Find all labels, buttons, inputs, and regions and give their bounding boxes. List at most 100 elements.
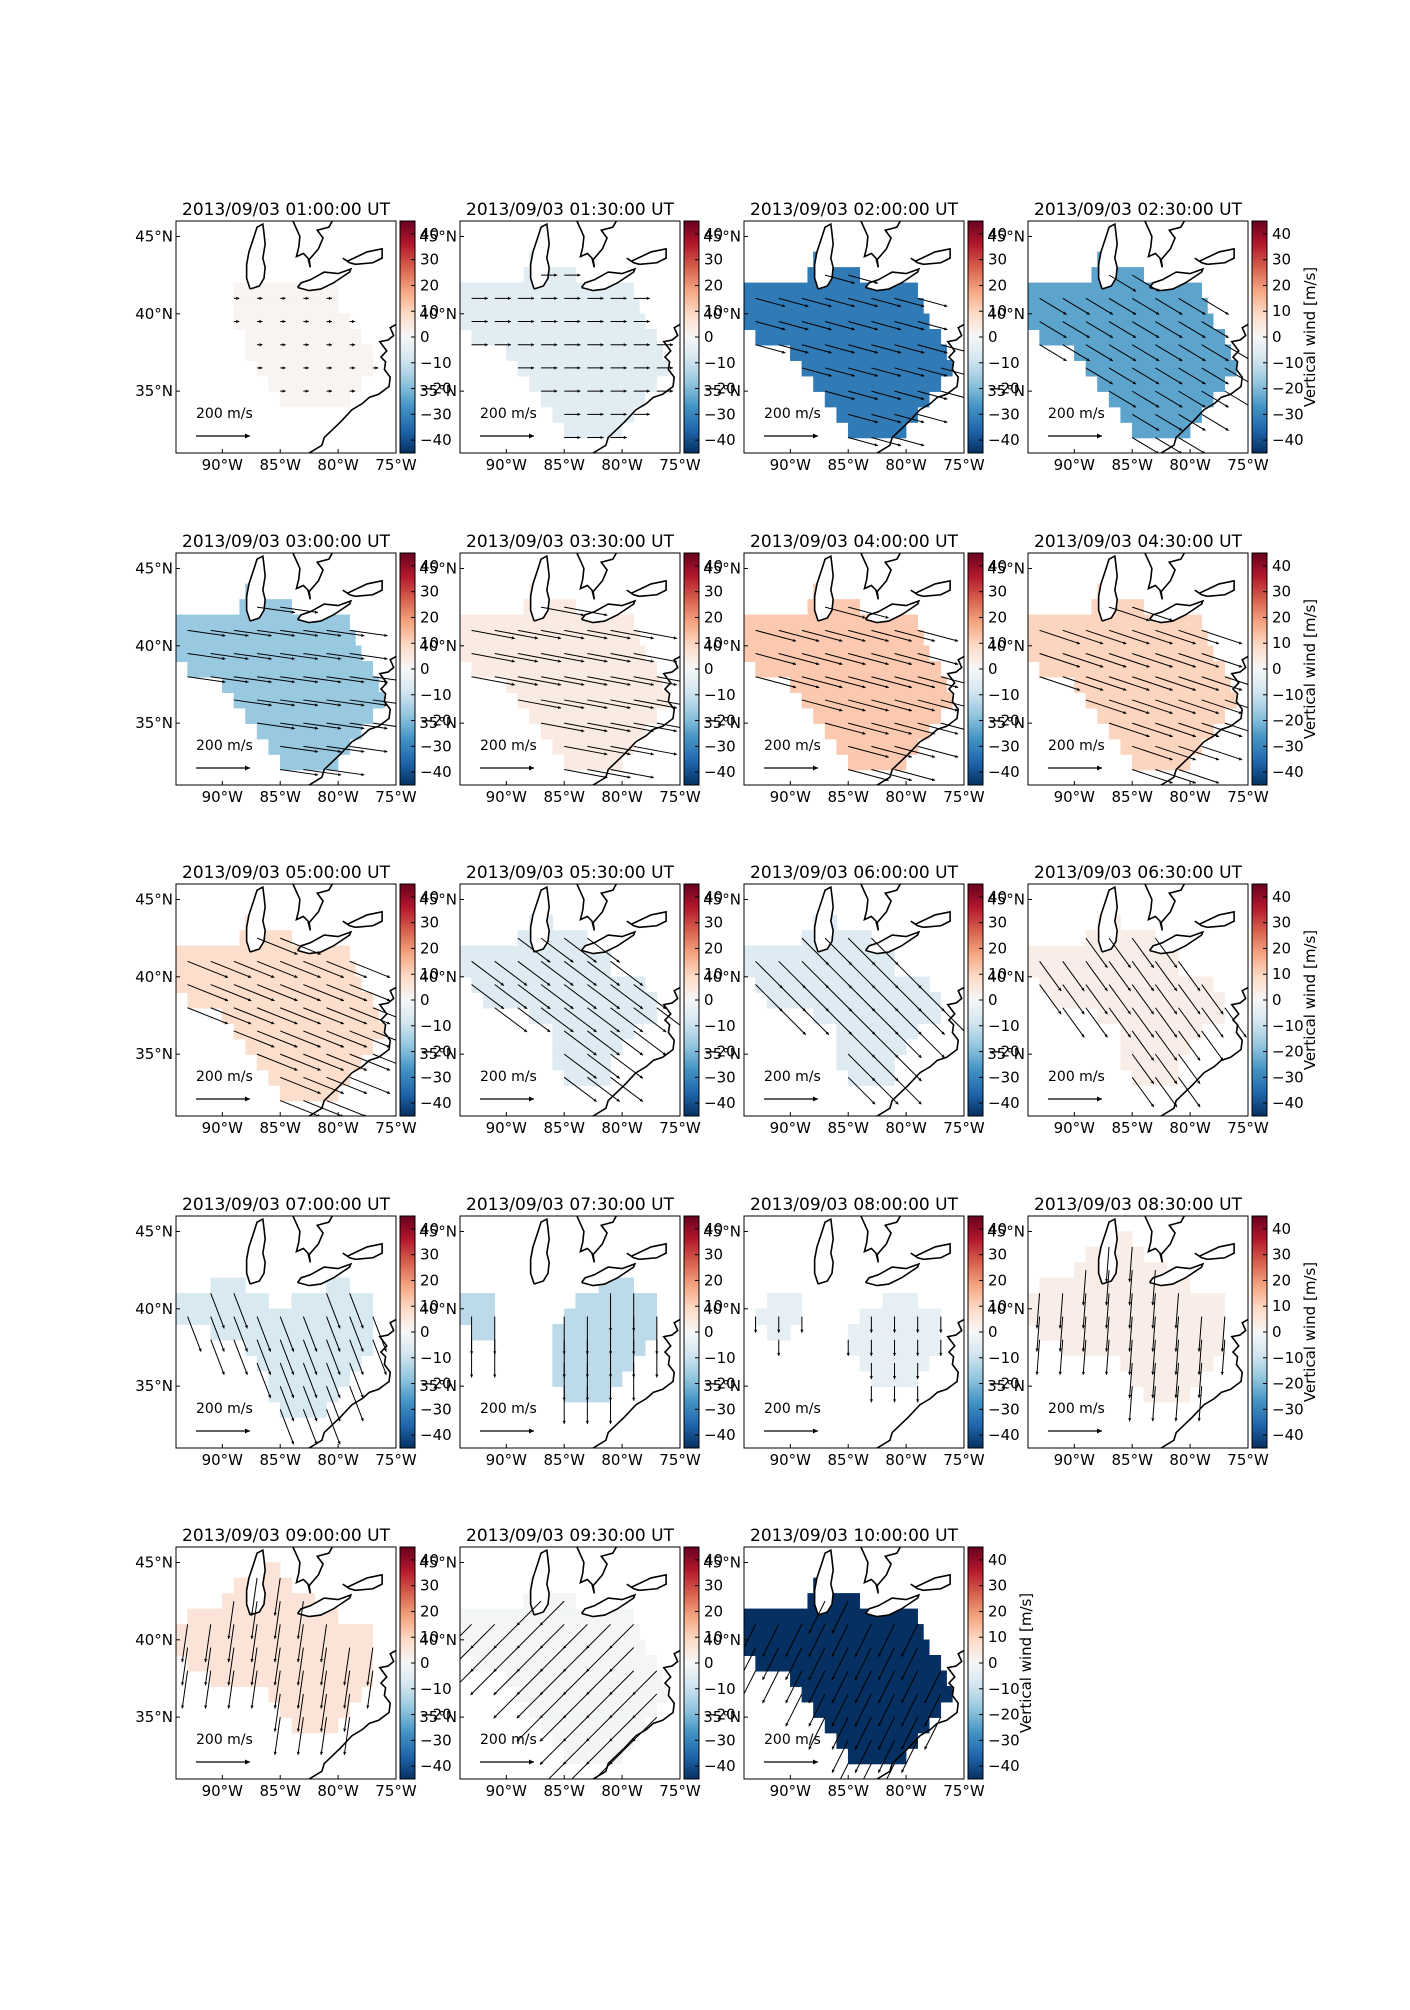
colorbar-tick-label: 40 bbox=[988, 1220, 1007, 1238]
coastline-segment bbox=[1097, 885, 1118, 953]
colorbar-tick-label: −20 bbox=[1272, 712, 1304, 730]
wind-vectors bbox=[471, 937, 680, 1103]
wind-vector bbox=[564, 699, 608, 709]
wind-vector bbox=[848, 676, 889, 689]
wind-vector bbox=[280, 1007, 321, 1025]
wind-vector-head bbox=[1174, 1394, 1178, 1399]
x-tick-label: 80°W bbox=[885, 1451, 927, 1469]
colorbar-tick-label: 30 bbox=[420, 914, 439, 932]
wind-vector bbox=[1198, 1386, 1203, 1422]
wind-vector bbox=[1224, 390, 1248, 406]
colorbar-tick-label: −40 bbox=[704, 763, 736, 781]
wind-vector bbox=[349, 722, 388, 730]
wind-vector-head bbox=[523, 1028, 528, 1033]
wind-vector-head bbox=[1146, 734, 1150, 738]
vertical-wind-cell bbox=[552, 1324, 658, 1341]
colorbar-tick-label: 10 bbox=[1272, 634, 1291, 652]
wind-vector-head bbox=[1169, 641, 1173, 645]
vector-key-arrowhead bbox=[813, 433, 818, 439]
wind-vector bbox=[894, 344, 925, 354]
colorbar-tick-label: −40 bbox=[704, 1757, 736, 1775]
y-tick-label: 35°N bbox=[703, 1708, 741, 1726]
wind-vector bbox=[210, 629, 249, 637]
lake bbox=[814, 887, 834, 953]
coastline-segment bbox=[860, 553, 902, 600]
wind-vector-head bbox=[1081, 1010, 1085, 1015]
colorbar-tick-label: 0 bbox=[704, 1654, 714, 1672]
vertical-wind-cell bbox=[847, 1747, 907, 1765]
vertical-wind-cell bbox=[506, 344, 663, 361]
wind-vector-head bbox=[944, 420, 948, 424]
wind-vector-head bbox=[294, 951, 298, 955]
wind-vector-head bbox=[931, 778, 936, 782]
vector-key-label: 200 m/s bbox=[1048, 1401, 1105, 1417]
wind-vector-head bbox=[1155, 334, 1160, 338]
coastline bbox=[529, 553, 680, 785]
wind-vector bbox=[1155, 629, 1197, 645]
wind-vector-head bbox=[878, 1699, 882, 1704]
wind-vector bbox=[1132, 606, 1173, 622]
wind-vector bbox=[1108, 629, 1150, 645]
wind-vector-head bbox=[259, 343, 263, 347]
colorbar-tick-label: −30 bbox=[420, 405, 452, 423]
wind-vector-head bbox=[181, 1682, 185, 1686]
wind-vector-head bbox=[470, 1691, 474, 1696]
wind-vector bbox=[1085, 653, 1127, 668]
wind-vector bbox=[1108, 1007, 1132, 1038]
map-frame bbox=[743, 1546, 965, 1780]
vertical-wind-cell bbox=[744, 645, 930, 663]
wind-vector-head bbox=[328, 343, 332, 347]
wind-vector bbox=[1201, 321, 1229, 339]
wind-vector bbox=[1132, 676, 1173, 691]
vector-key-label: 200 m/s bbox=[764, 738, 821, 754]
wind-vector-head bbox=[236, 296, 240, 300]
wind-vector bbox=[326, 1362, 341, 1399]
y-tick-label: 40°N bbox=[703, 1631, 741, 1649]
wind-vector-head bbox=[557, 705, 562, 710]
lake bbox=[581, 1594, 635, 1617]
y-tick-label: 35°N bbox=[703, 1377, 741, 1395]
wind-vector bbox=[901, 1740, 919, 1773]
wind-vector-head bbox=[874, 420, 878, 424]
wind-vector bbox=[1221, 1316, 1226, 1352]
wind-vector-head bbox=[1076, 687, 1081, 691]
wind-vector-head bbox=[815, 638, 820, 642]
wind-vector-head bbox=[604, 613, 608, 617]
wind-vector-head bbox=[851, 350, 855, 354]
wind-vector-head bbox=[931, 638, 936, 642]
wind-vector bbox=[609, 1623, 635, 1649]
wind-vector bbox=[917, 629, 959, 642]
wind-vector bbox=[1155, 413, 1183, 431]
vertical-wind-area bbox=[744, 251, 953, 439]
vector-key-arrowhead bbox=[529, 765, 534, 771]
wind-vector bbox=[1178, 676, 1220, 691]
wind-vector-head bbox=[273, 1612, 277, 1616]
wind-vector bbox=[349, 960, 391, 978]
wind-vector-head bbox=[1215, 734, 1220, 738]
wind-vector-head bbox=[593, 982, 597, 986]
wind-vector bbox=[274, 1577, 281, 1616]
colorbar-tick-label: −40 bbox=[988, 1757, 1020, 1775]
wind-vector-head bbox=[627, 636, 631, 640]
y-tick-label: 45°N bbox=[987, 1222, 1025, 1240]
x-tick-label: 90°W bbox=[1054, 788, 1096, 806]
vertical-wind-cell bbox=[1028, 961, 1179, 978]
wind-vector-head bbox=[493, 1691, 497, 1696]
wind-vector-head bbox=[608, 1374, 613, 1378]
wind-vector-head bbox=[616, 1052, 620, 1056]
lake bbox=[297, 1263, 351, 1286]
wind-vector bbox=[256, 629, 295, 637]
wind-vector bbox=[1108, 606, 1150, 622]
wind-vector bbox=[917, 745, 959, 758]
wind-vector-head bbox=[314, 610, 319, 614]
wind-vector-head bbox=[296, 1682, 300, 1686]
wind-vector-head bbox=[1169, 710, 1173, 715]
wind-vector bbox=[210, 1339, 225, 1376]
wind-vector-head bbox=[944, 373, 948, 377]
wind-vector bbox=[233, 676, 272, 683]
wind-vector bbox=[755, 984, 783, 1012]
wind-vector-head bbox=[1202, 450, 1206, 453]
wind-vector-head bbox=[892, 1329, 897, 1333]
wind-vector-head bbox=[874, 304, 878, 308]
